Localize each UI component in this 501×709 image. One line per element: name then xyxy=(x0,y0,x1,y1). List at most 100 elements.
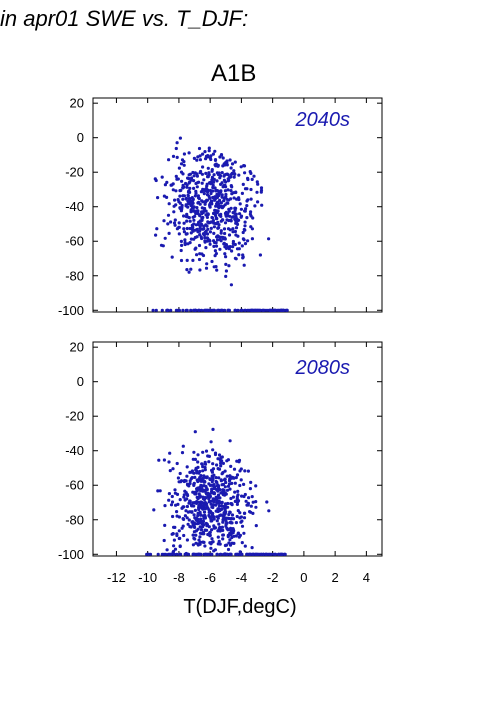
scatter-point xyxy=(225,488,230,492)
scatter-point xyxy=(247,552,251,556)
scatter-point xyxy=(194,500,198,505)
scatter-point xyxy=(191,197,195,201)
scatter-point xyxy=(215,222,219,226)
scatter-point xyxy=(192,179,196,183)
scatter-point xyxy=(203,513,207,517)
scatter-point xyxy=(165,195,169,199)
scatter-point xyxy=(197,257,202,262)
scatter-point xyxy=(188,190,192,194)
scatter-point xyxy=(221,156,225,160)
scatter-point xyxy=(208,477,212,481)
scatter-point xyxy=(196,196,201,200)
scatter-point xyxy=(207,221,211,225)
scatter-point xyxy=(216,467,220,471)
period-label-2040s: 2040s xyxy=(295,109,351,131)
scatter-point xyxy=(222,174,226,178)
scatter-point xyxy=(224,160,228,165)
scatter-point xyxy=(233,490,237,494)
scatter-point xyxy=(212,225,216,229)
scatter-point xyxy=(219,478,223,482)
scatter-point xyxy=(228,538,232,542)
scatter-point xyxy=(244,499,248,503)
scatter-point xyxy=(245,204,249,208)
scatter-point xyxy=(224,262,228,266)
scatter-point xyxy=(228,487,232,491)
scatter-point xyxy=(178,471,182,476)
scatter-point xyxy=(231,215,235,219)
scatter-point xyxy=(220,472,224,476)
scatter-point xyxy=(207,492,211,496)
scatter-point xyxy=(215,217,219,221)
scatter-point xyxy=(223,509,227,513)
scatter-point xyxy=(185,474,189,478)
scatter-point xyxy=(216,542,220,546)
scatter-point xyxy=(227,233,232,237)
scatter-point xyxy=(243,228,247,232)
scatter-point xyxy=(207,482,211,486)
scatter-point xyxy=(154,308,158,312)
scatter-point xyxy=(204,246,208,250)
scatter-point xyxy=(163,236,167,240)
scatter-point xyxy=(205,224,209,228)
scatter-point xyxy=(183,240,187,245)
scatter-point xyxy=(206,227,210,231)
scatter-point xyxy=(210,169,214,173)
scatter-point xyxy=(257,308,261,312)
scatter-point xyxy=(227,482,231,486)
scatter-point xyxy=(178,201,182,205)
scatter-point xyxy=(176,198,180,202)
scatter-point xyxy=(232,175,236,179)
scatter-point xyxy=(198,158,202,162)
scatter-point xyxy=(198,535,202,539)
scatter-point xyxy=(168,451,172,455)
scatter-point xyxy=(198,494,202,498)
scatter-point xyxy=(182,214,186,218)
scatter-point xyxy=(233,217,237,221)
scatter-point xyxy=(212,491,216,495)
y-tick-label: -20 xyxy=(65,165,84,180)
scatter-point xyxy=(253,204,257,208)
scatter-point xyxy=(200,210,204,214)
scatter-point xyxy=(169,220,173,224)
scatter-point xyxy=(223,183,227,187)
scatter-point xyxy=(250,227,254,231)
scatter-point xyxy=(215,519,219,523)
scatter-point xyxy=(211,462,215,466)
scatter-point xyxy=(233,160,237,164)
scatter-point xyxy=(160,175,164,179)
scatter-point xyxy=(214,204,218,208)
scatter-point xyxy=(190,476,194,480)
scatter-point xyxy=(225,459,229,463)
scatter-point xyxy=(198,226,202,230)
scatter-point xyxy=(178,189,182,193)
scatter-point xyxy=(188,197,192,201)
scatter-point xyxy=(204,200,208,204)
scatter-point xyxy=(175,552,179,556)
scatter-point xyxy=(224,504,228,509)
scatter-point xyxy=(200,484,205,488)
scatter-point xyxy=(192,483,196,487)
scatter-point xyxy=(249,171,253,175)
scatter-point xyxy=(210,474,214,478)
scatter-point xyxy=(211,427,215,431)
scatter-point xyxy=(211,183,215,187)
scatter-point xyxy=(182,163,186,167)
scatter-point xyxy=(214,509,218,513)
scatter-point xyxy=(173,198,177,202)
scatter-point xyxy=(197,146,202,151)
scatter-point xyxy=(172,549,176,553)
scatter-point xyxy=(188,481,192,486)
scatter-point xyxy=(200,236,204,241)
scatter-point xyxy=(242,494,246,499)
scatter-point xyxy=(229,197,233,201)
scatter-point xyxy=(171,532,175,536)
scatter-point xyxy=(203,507,207,511)
scatter-point xyxy=(230,162,235,166)
scatter-point xyxy=(172,210,176,214)
scatter-point xyxy=(185,538,189,542)
scatter-point xyxy=(238,533,242,538)
scatter-point xyxy=(177,515,181,519)
scatter-point xyxy=(205,522,209,526)
scatter-point xyxy=(193,490,197,494)
scatter-point xyxy=(185,226,189,231)
